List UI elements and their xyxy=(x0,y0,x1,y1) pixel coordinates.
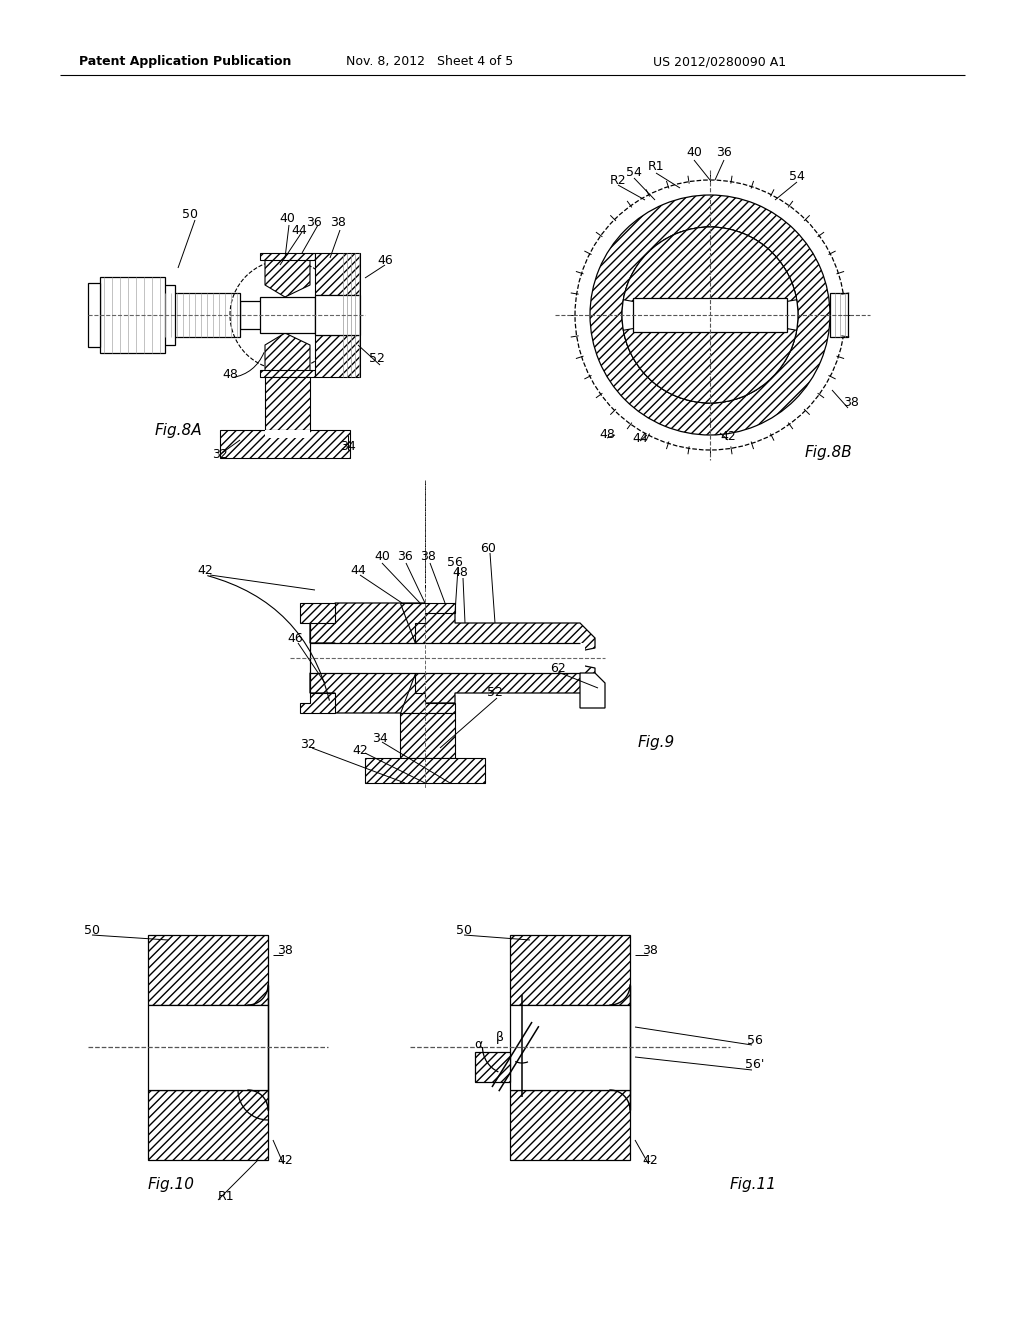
Text: 38: 38 xyxy=(642,944,658,957)
Text: 36: 36 xyxy=(397,550,413,564)
Polygon shape xyxy=(300,603,335,713)
Text: 32: 32 xyxy=(212,449,228,462)
Polygon shape xyxy=(510,1090,630,1160)
Text: 42: 42 xyxy=(720,430,736,444)
Text: 54: 54 xyxy=(790,169,805,182)
Text: 40: 40 xyxy=(280,211,295,224)
Text: 62: 62 xyxy=(550,661,566,675)
Text: 44: 44 xyxy=(291,223,307,236)
Polygon shape xyxy=(260,370,315,378)
Text: Fig.9: Fig.9 xyxy=(638,735,675,751)
Text: 42: 42 xyxy=(278,1154,293,1167)
Text: Fig.8A: Fig.8A xyxy=(155,422,203,437)
Text: Fig.11: Fig.11 xyxy=(730,1177,777,1192)
Polygon shape xyxy=(315,335,360,378)
Text: 48: 48 xyxy=(599,429,615,441)
Polygon shape xyxy=(365,758,485,783)
Text: Fig.8B: Fig.8B xyxy=(805,446,853,461)
Text: 42: 42 xyxy=(352,743,368,756)
Text: 50: 50 xyxy=(84,924,100,936)
Text: R1: R1 xyxy=(648,160,665,173)
Polygon shape xyxy=(400,673,455,713)
Text: 36: 36 xyxy=(306,215,322,228)
Text: 50: 50 xyxy=(182,207,198,220)
Text: Patent Application Publication: Patent Application Publication xyxy=(79,55,291,69)
Text: 44: 44 xyxy=(632,432,648,445)
Text: R2: R2 xyxy=(609,173,627,186)
Polygon shape xyxy=(265,378,310,430)
Text: 54: 54 xyxy=(626,166,642,180)
Text: 32: 32 xyxy=(300,738,315,751)
Polygon shape xyxy=(160,285,175,345)
Text: 44: 44 xyxy=(350,564,366,577)
Polygon shape xyxy=(148,1005,268,1090)
Wedge shape xyxy=(624,227,797,315)
Text: 34: 34 xyxy=(340,441,356,454)
Text: 60: 60 xyxy=(480,541,496,554)
Polygon shape xyxy=(260,253,315,260)
Text: 38: 38 xyxy=(420,550,436,564)
Text: 46: 46 xyxy=(377,253,393,267)
Polygon shape xyxy=(510,935,630,1005)
Polygon shape xyxy=(148,935,268,1005)
Text: 38: 38 xyxy=(330,215,346,228)
Text: β: β xyxy=(496,1031,504,1044)
Polygon shape xyxy=(170,293,240,337)
Text: 56: 56 xyxy=(447,556,463,569)
Text: 46: 46 xyxy=(287,631,303,644)
Polygon shape xyxy=(633,298,787,333)
Polygon shape xyxy=(220,430,350,458)
Polygon shape xyxy=(400,713,455,758)
Polygon shape xyxy=(240,301,280,329)
Polygon shape xyxy=(400,603,455,643)
Text: 52: 52 xyxy=(369,351,385,364)
Text: 52: 52 xyxy=(487,686,503,700)
Polygon shape xyxy=(148,1090,268,1160)
Text: Nov. 8, 2012   Sheet 4 of 5: Nov. 8, 2012 Sheet 4 of 5 xyxy=(346,55,514,69)
Circle shape xyxy=(622,227,798,403)
Polygon shape xyxy=(475,1052,510,1082)
Text: 42: 42 xyxy=(198,564,213,577)
Polygon shape xyxy=(310,603,595,713)
Text: 42: 42 xyxy=(642,1154,657,1167)
Polygon shape xyxy=(315,253,360,294)
Text: 36: 36 xyxy=(716,145,732,158)
Polygon shape xyxy=(315,294,360,335)
Text: 56': 56' xyxy=(745,1059,765,1072)
Polygon shape xyxy=(265,333,310,374)
Text: 38: 38 xyxy=(278,944,293,957)
Polygon shape xyxy=(100,277,165,352)
Text: 48: 48 xyxy=(222,368,238,381)
Text: 38: 38 xyxy=(843,396,859,409)
Polygon shape xyxy=(830,293,848,337)
Polygon shape xyxy=(88,282,100,347)
Polygon shape xyxy=(260,297,315,333)
Polygon shape xyxy=(310,643,585,673)
Polygon shape xyxy=(580,673,605,708)
Text: α: α xyxy=(474,1039,482,1052)
Wedge shape xyxy=(590,195,830,436)
Polygon shape xyxy=(510,1005,630,1090)
Text: 40: 40 xyxy=(686,145,701,158)
Text: 34: 34 xyxy=(372,731,388,744)
Text: 50: 50 xyxy=(456,924,472,936)
Text: Fig.10: Fig.10 xyxy=(148,1177,195,1192)
Text: 48: 48 xyxy=(452,565,468,578)
Polygon shape xyxy=(265,430,310,438)
Text: 56: 56 xyxy=(748,1034,763,1047)
Text: US 2012/0280090 A1: US 2012/0280090 A1 xyxy=(653,55,786,69)
Wedge shape xyxy=(624,315,797,403)
Polygon shape xyxy=(265,257,310,297)
Text: R1: R1 xyxy=(218,1191,234,1204)
Text: 40: 40 xyxy=(374,550,390,564)
